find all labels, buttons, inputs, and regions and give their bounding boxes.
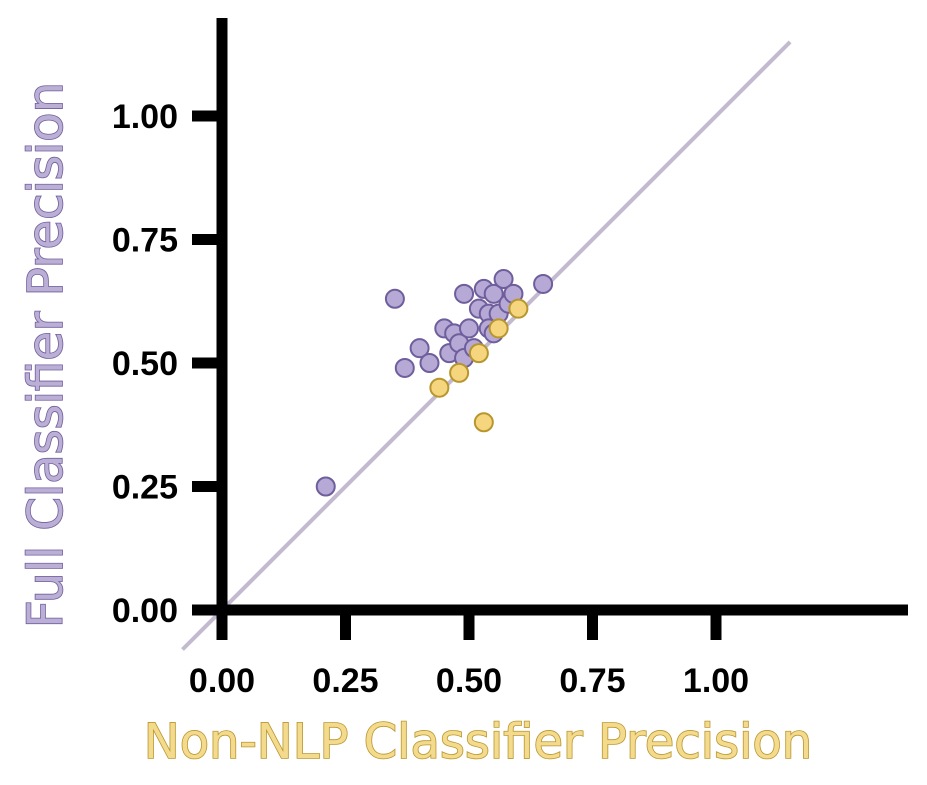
data-point-purple (533, 273, 554, 294)
y-tick-label: 0.25 (112, 469, 178, 507)
data-point-purple (384, 288, 405, 309)
data-point-yellow (508, 298, 529, 319)
data-point-purple (459, 318, 479, 339)
axes-group (192, 18, 908, 640)
x-tick-label: 0.00 (189, 662, 255, 700)
y-tick-label: 0.75 (112, 222, 178, 260)
x-tick-label: 1.00 (683, 662, 749, 700)
data-point-purple (493, 269, 514, 290)
data-point-purple (394, 357, 415, 378)
data-point-purple (315, 476, 336, 497)
identity-line (181, 40, 792, 651)
data-point-purple (483, 283, 504, 304)
data-point-yellow (473, 412, 494, 433)
y-axis-title: Full Classifier Precision (18, 82, 74, 628)
y-tick-label: 1.00 (112, 98, 178, 136)
data-point-purple (419, 353, 440, 373)
data-point-purple (454, 283, 475, 304)
data-point-purple (409, 338, 430, 359)
data-point-yellow (468, 343, 489, 364)
x-axis-title: Non-NLP Classifier Precision (144, 714, 812, 770)
x-tick-label: 0.25 (312, 662, 378, 700)
points-group (315, 269, 554, 497)
data-point-yellow (488, 318, 509, 339)
x-tick-label: 0.50 (436, 662, 502, 700)
y-tick-label: 0.50 (112, 345, 178, 383)
y-tick-label: 0.00 (112, 592, 178, 630)
data-point-yellow (429, 377, 450, 398)
tick-labels-group: 0.00 0.00 0.25 0.25 0.50 0.50 0.75 0.75 1.00 1.00 (112, 98, 749, 700)
data-point-yellow (449, 362, 470, 383)
reference-line-group (181, 40, 792, 651)
x-tick-label: 0.75 (559, 662, 625, 700)
